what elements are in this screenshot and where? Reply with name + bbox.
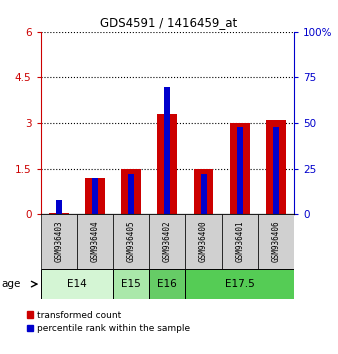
Bar: [85, 178, 105, 214]
Bar: [186, 269, 294, 299]
Text: E17.5: E17.5: [225, 279, 255, 289]
Bar: [128, 174, 134, 214]
Bar: [113, 269, 149, 299]
Text: E15: E15: [121, 279, 141, 289]
Text: GSM936400: GSM936400: [199, 221, 208, 262]
Bar: [113, 214, 149, 269]
Text: age: age: [2, 279, 21, 289]
Text: GSM936405: GSM936405: [127, 221, 136, 262]
Text: GSM936403: GSM936403: [54, 221, 63, 262]
Legend: transformed count, percentile rank within the sample: transformed count, percentile rank withi…: [25, 309, 192, 335]
Bar: [200, 174, 207, 214]
Bar: [41, 214, 77, 269]
Bar: [222, 214, 258, 269]
Text: E16: E16: [158, 279, 177, 289]
Bar: [266, 120, 286, 214]
Bar: [121, 169, 141, 214]
Bar: [194, 169, 214, 214]
Bar: [273, 127, 279, 214]
Bar: [41, 269, 113, 299]
Bar: [164, 86, 170, 214]
Bar: [92, 178, 98, 214]
Bar: [49, 213, 69, 214]
Bar: [186, 214, 222, 269]
Bar: [258, 214, 294, 269]
Text: GDS4591 / 1416459_at: GDS4591 / 1416459_at: [100, 16, 238, 29]
Text: GSM936404: GSM936404: [90, 221, 99, 262]
Text: E14: E14: [67, 279, 87, 289]
Bar: [230, 123, 250, 214]
Bar: [158, 114, 177, 214]
Bar: [237, 127, 243, 214]
Bar: [149, 269, 186, 299]
Bar: [56, 200, 62, 214]
Bar: [149, 214, 186, 269]
Text: GSM936402: GSM936402: [163, 221, 172, 262]
Text: GSM936406: GSM936406: [271, 221, 281, 262]
Text: GSM936401: GSM936401: [235, 221, 244, 262]
Bar: [77, 214, 113, 269]
